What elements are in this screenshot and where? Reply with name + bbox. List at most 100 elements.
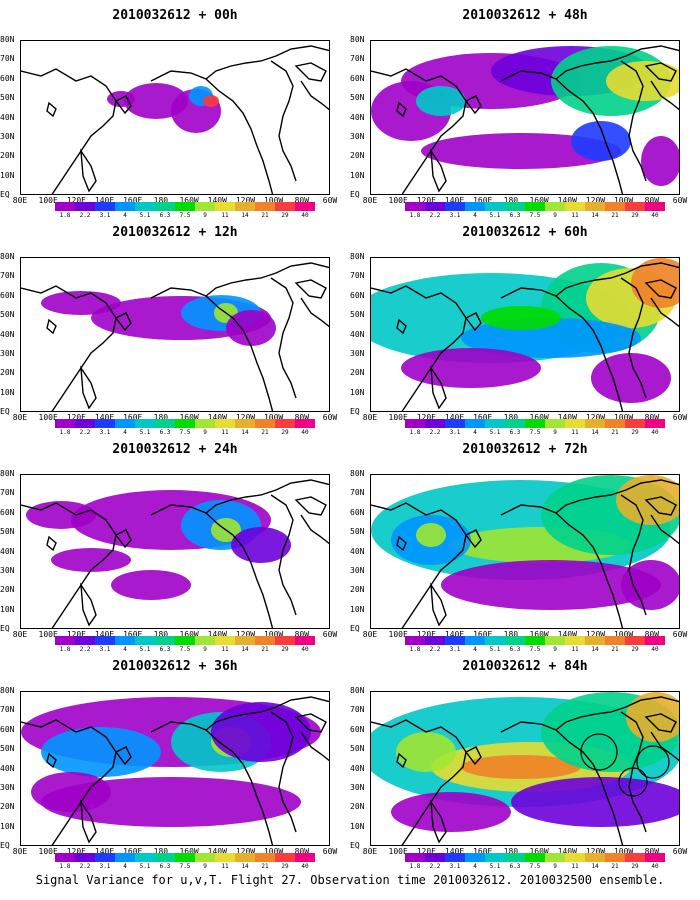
colorbar-swatch [295, 853, 315, 862]
x-tick-label: 100E [38, 847, 58, 856]
colorbar-label: 6.3 [509, 863, 521, 870]
y-tick-label: EQ [0, 190, 10, 199]
y-tick-label: 40N [0, 546, 15, 556]
x-tick-label: 80E [12, 630, 28, 639]
colorbar-swatch [275, 853, 295, 862]
colorbar-label: 40 [651, 212, 659, 219]
colorbar-label: 7.5 [529, 429, 541, 436]
colorbar-swatch [295, 636, 315, 645]
colorbar-label: 9 [203, 863, 207, 870]
coastline [114, 95, 132, 115]
x-tick-label: 100E [38, 630, 58, 639]
colorbar-swatch [465, 419, 485, 428]
x-tick-label: 60W [322, 196, 338, 205]
colorbar-swatch [155, 202, 175, 211]
colorbar-label: 21 [611, 212, 619, 219]
map-panel: 2010032612 + 60h EQ 10N 20N 30N 40N 50N 60N 70N 8… [350, 217, 700, 436]
colorbar-swatch [155, 853, 175, 862]
colorbar-swatch [465, 636, 485, 645]
variance-region [641, 136, 679, 186]
colorbar [405, 419, 665, 428]
variance-region [391, 792, 511, 832]
y-tick-label: 50N [0, 93, 15, 103]
colorbar-label: 5.1 [139, 212, 151, 219]
x-tick-label: 120E [66, 413, 86, 422]
variance-region [416, 86, 466, 116]
colorbar-swatch [565, 636, 585, 645]
x-tick-label: 140W [207, 630, 227, 639]
variance-region [31, 772, 111, 812]
colorbar-label: 29 [281, 863, 289, 870]
x-tick-label: 100W [263, 196, 284, 205]
coastline [300, 80, 329, 111]
coastline [396, 101, 407, 118]
map-panel: 2010032612 + 24h EQ 10N 20N 30N 40N 50N 60N 70N 8… [0, 434, 350, 653]
colorbar-swatch [545, 202, 565, 211]
coastline [205, 696, 329, 731]
colorbar-label: 14 [241, 646, 249, 653]
colorbar-label: 6.3 [509, 646, 521, 653]
colorbar-label: 11 [571, 863, 579, 870]
colorbar-label: 14 [591, 429, 599, 436]
coastline [21, 502, 117, 628]
coastline [464, 95, 482, 115]
x-tick-label: 100W [263, 847, 284, 856]
colorbar-swatch [565, 853, 585, 862]
colorbar-label: 1.8 [59, 212, 71, 219]
colorbar-swatch [525, 202, 545, 211]
colorbar-label: 7.5 [179, 646, 191, 653]
x-tick-label: 120W [235, 847, 256, 856]
colorbar-label: 9 [553, 429, 557, 436]
map-area [20, 691, 330, 846]
y-tick-label: 80N [0, 469, 15, 478]
colorbar-swatch [75, 853, 95, 862]
colorbar-swatch [485, 419, 505, 428]
coastline [205, 262, 329, 297]
colorbar-swatch [75, 419, 95, 428]
variance-region [481, 306, 561, 330]
x-tick-label: 160E [123, 630, 143, 639]
colorbar-swatch [485, 853, 505, 862]
colorbar-label: 2.2 [79, 429, 91, 436]
colorbar-swatch [525, 853, 545, 862]
colorbar-swatch [115, 202, 135, 211]
y-tick-label: 80N [0, 35, 15, 44]
colorbar-label: 3.1 [449, 863, 461, 870]
colorbar-swatch [215, 636, 235, 645]
colorbar-label: 6.3 [509, 429, 521, 436]
x-tick-label: 140E [444, 413, 465, 422]
x-tick-label: 140W [207, 847, 227, 856]
x-tick-label: 100W [613, 196, 634, 205]
panel-title: 2010032612 + 00h [112, 8, 238, 23]
panel-title: 2010032612 + 72h [462, 442, 588, 457]
x-tick-label: 80E [12, 413, 28, 422]
y-tick-label: 10N [350, 170, 365, 180]
map-area [370, 691, 680, 846]
colorbar-swatch [605, 202, 625, 211]
colorbar-swatch [605, 419, 625, 428]
colorbar-label: 11 [221, 646, 229, 653]
signal-variance-map [371, 475, 679, 628]
colorbar-label: 29 [631, 429, 639, 436]
colorbar-swatch [525, 636, 545, 645]
colorbar [55, 202, 315, 211]
colorbar-label: 14 [241, 863, 249, 870]
x-tick-label: 160E [473, 847, 493, 856]
colorbar-label: 21 [261, 212, 269, 219]
coastline [555, 262, 679, 297]
colorbar-label: 1.8 [409, 863, 421, 870]
variance-region [416, 523, 446, 547]
coastline [205, 45, 329, 80]
colorbar-label: 4 [123, 429, 127, 436]
colorbar [55, 636, 315, 645]
coastline [650, 731, 679, 762]
coastline [21, 68, 117, 194]
colorbar-label: 2.2 [429, 212, 441, 219]
colorbar-label: 29 [631, 646, 639, 653]
variance-region [401, 348, 541, 388]
y-tick-label: EQ [350, 190, 360, 199]
y-tick-label: 80N [350, 686, 365, 695]
variance-region [226, 310, 276, 346]
colorbar-swatch [275, 419, 295, 428]
x-tick-label: 80W [644, 847, 660, 856]
